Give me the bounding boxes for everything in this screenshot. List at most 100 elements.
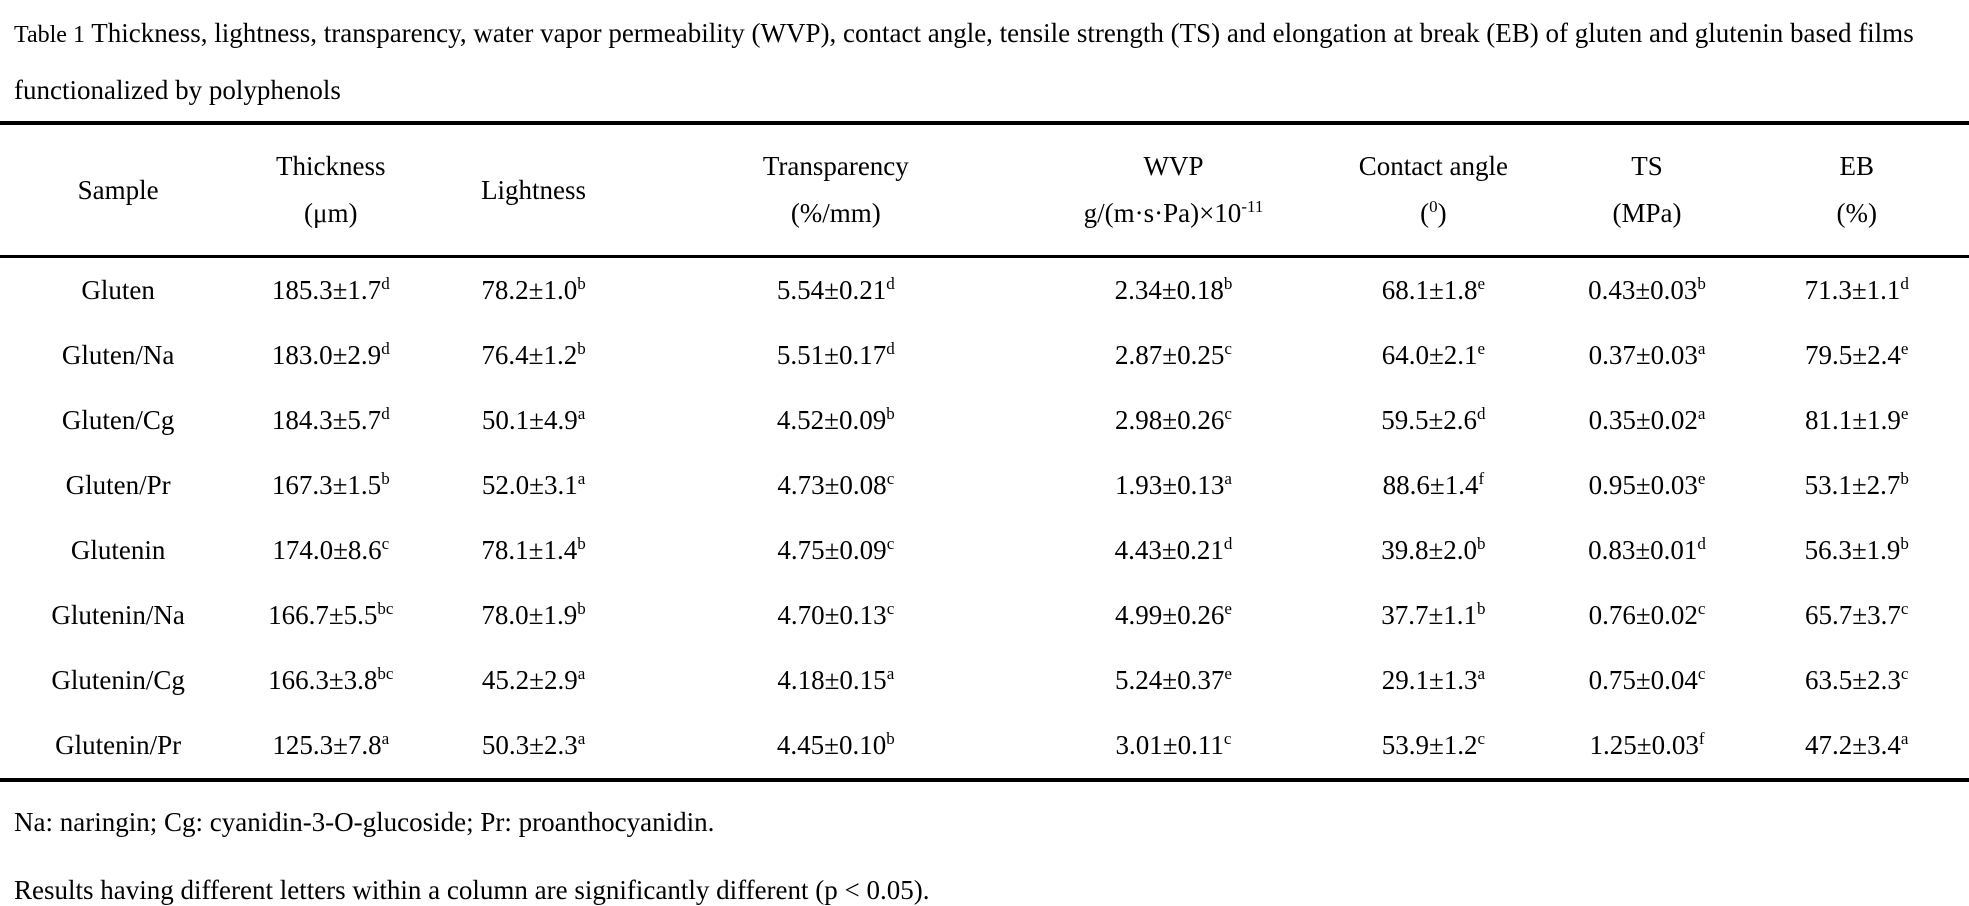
cell-sample: Gluten/Na bbox=[61, 340, 175, 370]
significance-letter: c bbox=[886, 534, 895, 553]
significance-letter: b bbox=[577, 599, 586, 618]
significance-letter: e bbox=[1224, 664, 1232, 683]
cell-contact-angle: 39.8±2.0b bbox=[1381, 534, 1486, 565]
cell-ts: 0.95±0.03e bbox=[1588, 469, 1706, 500]
significance-letter: e bbox=[1697, 469, 1706, 488]
table-caption-label: Table 1 bbox=[14, 22, 85, 48]
column-header-eb: EB (%) bbox=[1744, 123, 1969, 257]
significance-letter: e bbox=[1477, 274, 1486, 293]
cell-ts: 0.76±0.02c bbox=[1588, 599, 1706, 630]
column-name: Transparency bbox=[762, 151, 909, 181]
significance-letter: d bbox=[1900, 274, 1909, 293]
significance-letter: a bbox=[577, 404, 586, 423]
column-name: Thickness bbox=[276, 151, 386, 181]
cell-wvp: 4.99±0.26e bbox=[1115, 599, 1232, 630]
cell-wvp: 5.24±0.37e bbox=[1115, 664, 1232, 695]
cell-thickness: 167.3±1.5b bbox=[271, 469, 390, 500]
significance-letter: c bbox=[1900, 599, 1909, 618]
significance-letter: a bbox=[1697, 339, 1706, 358]
cell-ts: 0.35±0.02a bbox=[1588, 404, 1706, 435]
results-table-header: Sample Thickness (μm) Lightness Transparency… bbox=[0, 123, 1969, 257]
cell-thickness: 166.3±3.8bc bbox=[268, 664, 394, 695]
significance-letter: d bbox=[1477, 404, 1486, 423]
header-row: Sample Thickness (μm) Lightness Transparency… bbox=[0, 123, 1969, 257]
significance-letter: f bbox=[1698, 729, 1705, 748]
table-row-gluten-cg: Gluten/Cg 184.3±5.7d 50.1±4.9a 4.52±0.09b 2.… bbox=[0, 388, 1969, 453]
significance-letter: b bbox=[1223, 274, 1233, 293]
significance-letter: d bbox=[886, 339, 895, 358]
significance-letter: b bbox=[1900, 469, 1909, 488]
cell-transparency: 4.73±0.08c bbox=[777, 469, 895, 500]
significance-letter: b bbox=[577, 339, 586, 358]
significance-letter: d bbox=[381, 274, 390, 293]
significance-letter: b bbox=[1477, 534, 1486, 553]
cell-thickness: 125.3±7.8a bbox=[272, 729, 390, 760]
cell-lightness: 78.1±1.4b bbox=[481, 534, 586, 565]
significance-letter: d bbox=[381, 404, 390, 423]
significance-letter: a bbox=[1224, 469, 1232, 488]
significance-letter: a bbox=[577, 729, 586, 748]
cell-sample: Glutenin/Pr bbox=[55, 730, 182, 760]
table-row-gluten-pr: Gluten/Pr 167.3±1.5b 52.0±3.1a 4.73±0.08c 1.… bbox=[0, 453, 1969, 518]
cell-transparency: 5.54±0.21d bbox=[776, 274, 895, 305]
cell-wvp: 2.87±0.25c bbox=[1115, 339, 1232, 370]
cell-transparency: 4.52±0.09b bbox=[776, 404, 895, 435]
table-row-glutenin-cg: Glutenin/Cg 166.3±3.8bc 45.2±2.9a 4.18±0.15… bbox=[0, 648, 1969, 713]
column-name: WVP bbox=[1143, 151, 1204, 181]
significance-letter: a bbox=[381, 729, 390, 748]
significance-letter: b bbox=[577, 274, 586, 293]
cell-wvp: 1.93±0.13a bbox=[1115, 469, 1232, 500]
cell-transparency: 4.45±0.10b bbox=[776, 729, 895, 760]
cell-eb: 56.3±1.9b bbox=[1804, 534, 1909, 565]
cell-contact-angle: 88.6±1.4f bbox=[1382, 469, 1485, 500]
significance-letter: b bbox=[1477, 599, 1486, 618]
cell-sample: Gluten bbox=[81, 275, 155, 305]
table-row-gluten-na: Gluten/Na 183.0±2.9d 76.4±1.2b 5.51±0.17d 2.… bbox=[0, 323, 1969, 388]
significance-letter: e bbox=[1900, 404, 1909, 423]
cell-transparency: 5.51±0.17d bbox=[776, 339, 895, 370]
significance-letter: b bbox=[577, 534, 586, 553]
cell-eb: 47.2±3.4a bbox=[1805, 729, 1909, 760]
cell-lightness: 50.3±2.3a bbox=[481, 729, 586, 760]
cell-eb: 63.5±2.3c bbox=[1805, 664, 1909, 695]
cell-thickness: 183.0±2.9d bbox=[271, 339, 390, 370]
cell-eb: 65.7±3.7c bbox=[1805, 599, 1909, 630]
significance-letter: c bbox=[1697, 599, 1706, 618]
cell-eb: 53.1±2.7b bbox=[1804, 469, 1909, 500]
column-header-sample: Sample bbox=[0, 123, 236, 257]
cell-lightness: 52.0±3.1a bbox=[481, 469, 586, 500]
column-unit: (MPa) bbox=[1612, 198, 1682, 228]
table-caption: Table 1 Thickness, lightness, transparen… bbox=[0, 0, 1969, 118]
column-unit: g/(m·s·Pa)×10-11 bbox=[1083, 197, 1264, 228]
cell-lightness: 76.4±1.2b bbox=[481, 339, 586, 370]
cell-transparency: 4.75±0.09c bbox=[777, 534, 895, 565]
significance-letter: c bbox=[1900, 664, 1909, 683]
cell-lightness: 78.0±1.9b bbox=[481, 599, 586, 630]
significance-letter: d bbox=[886, 274, 895, 293]
significance-letter: b bbox=[886, 404, 895, 423]
table-row-gluten: Gluten 185.3±1.7d 78.2±1.0b 5.54±0.21d 2.34±… bbox=[0, 257, 1969, 324]
column-name: Lightness bbox=[481, 174, 587, 205]
column-header-thickness: Thickness (μm) bbox=[236, 123, 425, 257]
column-header-lightness: Lightness bbox=[425, 123, 642, 257]
significance-letter: e bbox=[1900, 339, 1909, 358]
table-caption-text: Thickness, lightness, transparency, wate… bbox=[14, 18, 1914, 105]
significance-letter: c bbox=[886, 599, 895, 618]
significance-letter: c bbox=[1477, 729, 1486, 748]
cell-contact-angle: 53.9±1.2c bbox=[1381, 729, 1486, 760]
cell-lightness: 78.2±1.0b bbox=[481, 274, 586, 305]
cell-wvp: 2.34±0.18b bbox=[1114, 274, 1233, 305]
significance-letter: e bbox=[1477, 339, 1486, 358]
cell-contact-angle: 64.0±2.1e bbox=[1381, 339, 1486, 370]
significance-letter: a bbox=[886, 664, 895, 683]
column-header-contact-angle: Contact angle (0) bbox=[1317, 123, 1549, 257]
significance-letter: a bbox=[1697, 404, 1706, 423]
column-name: Sample bbox=[77, 174, 159, 205]
column-name: Contact angle bbox=[1358, 151, 1508, 181]
column-unit: (μm) bbox=[304, 198, 358, 228]
results-table-body: Gluten 185.3±1.7d 78.2±1.0b 5.54±0.21d 2.34±… bbox=[0, 257, 1969, 781]
table-row-glutenin-na: Glutenin/Na 166.7±5.5bc 78.0±1.9b 4.70±0.13… bbox=[0, 583, 1969, 648]
cell-contact-angle: 37.7±1.1b bbox=[1381, 599, 1486, 630]
cell-thickness: 185.3±1.7d bbox=[271, 274, 390, 305]
significance-letter: b bbox=[381, 469, 390, 488]
